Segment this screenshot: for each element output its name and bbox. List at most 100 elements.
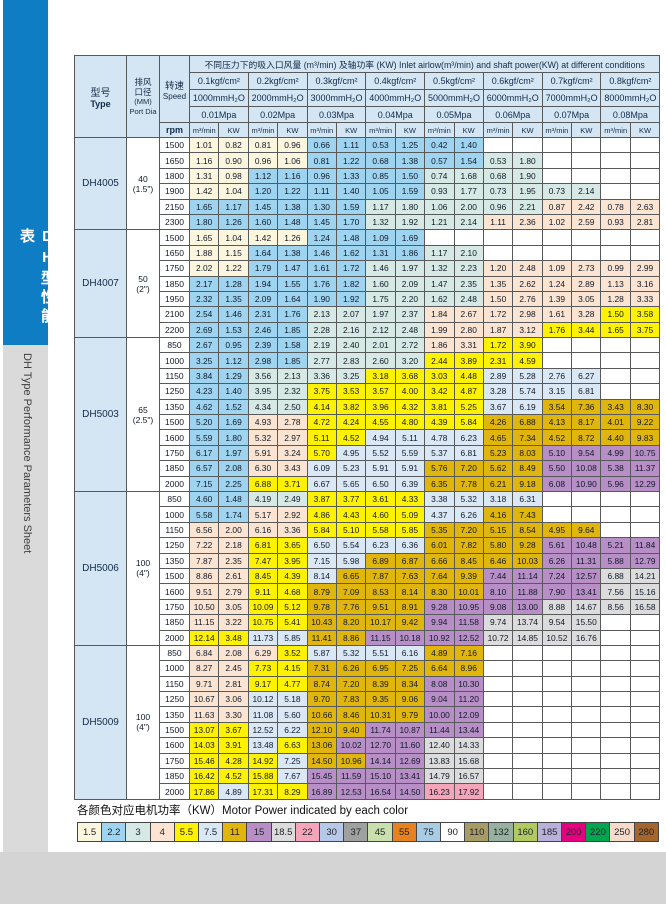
flow-value-cell: 1.50 <box>600 306 631 323</box>
power-value-cell: 1.40 <box>218 383 249 400</box>
table-row: 1250 4.23 1.40 3.95 2.32 3.75 3.53 3.57 4.00 3.42… <box>75 383 661 400</box>
pressure-header-cell: 0.3kgf/cm² <box>306 72 367 90</box>
flow-value-cell: 10.50 <box>188 598 220 616</box>
table-main-title: 不同压力下的吸入口风量 (m³/min) 及轴功率 (KW) Inlet air… <box>188 55 661 73</box>
power-value-cell <box>629 337 661 354</box>
power-value-cell <box>571 706 602 723</box>
power-value-cell <box>629 352 661 369</box>
flow-value-cell: 0.93 <box>424 183 455 200</box>
power-value-cell: 8.29 <box>277 783 308 800</box>
power-value-cell <box>629 229 661 246</box>
power-value-cell: 3.16 <box>629 275 661 292</box>
rpm-cell: 1900 <box>159 183 190 200</box>
flow-value-cell: 4.78 <box>424 429 455 446</box>
power-value-cell <box>629 521 661 539</box>
flow-value-cell <box>600 183 631 200</box>
power-value-cell: 1.85 <box>277 321 308 339</box>
table-row: 1750 10.50 3.05 10.09 5.12 9.78 7.76 9.51 8.91 9.… <box>75 598 661 616</box>
power-value-cell: 4.39 <box>277 567 308 585</box>
flow-value-cell <box>541 152 573 169</box>
flow-value-cell: 4.86 <box>306 506 337 523</box>
power-value-cell: 3.33 <box>629 290 661 308</box>
flow-value-cell: 15.88 <box>247 768 279 785</box>
table-row: 1150 3.84 1.29 3.56 2.13 3.36 3.25 3.18 3.68 3.03… <box>75 367 661 385</box>
power-value-cell: 16.57 <box>453 768 484 785</box>
power-value-cell: 7.63 <box>394 567 426 585</box>
power-value-cell: 1.33 <box>335 167 367 185</box>
flow-value-cell: 9.35 <box>365 691 396 708</box>
power-value-cell: 3.05 <box>571 290 602 308</box>
flow-value-cell: 6.67 <box>306 475 337 492</box>
flow-value-cell: 7.56 <box>600 583 631 600</box>
water-column-header-cell: 8000mmH₂O <box>600 89 661 107</box>
flow-value-cell: 1.79 <box>247 260 279 277</box>
flow-value-cell: 2.19 <box>306 337 337 354</box>
power-value-cell: 5.41 <box>277 614 308 631</box>
power-value-cell <box>629 706 661 723</box>
table-row: 1900 1.42 1.04 1.20 1.22 1.11 1.40 1.05 1.59 0.93… <box>75 183 661 200</box>
flow-value-cell <box>600 706 631 723</box>
power-value-cell <box>629 614 661 631</box>
power-unit-header: KW <box>335 122 367 138</box>
rpm-cell: 1150 <box>159 675 190 693</box>
flow-value-cell: 1.88 <box>188 244 220 262</box>
power-value-cell: 0.95 <box>218 337 249 354</box>
flow-value-cell: 1.76 <box>306 275 337 292</box>
power-value-cell: 8.30 <box>629 398 661 416</box>
table-row: 1500 13.07 3.67 12.52 6.22 12.10 9.40 11.74 10.8… <box>75 721 661 739</box>
flow-value-cell: 7.73 <box>247 660 279 677</box>
flow-value-cell: 2.01 <box>365 337 396 354</box>
power-value-cell: 7.36 <box>571 398 602 416</box>
power-value-cell: 1.11 <box>335 136 367 154</box>
power-value-cell: 8.46 <box>335 706 367 723</box>
flow-value-cell: 0.53 <box>365 136 396 154</box>
table-row: 1150 9.71 2.81 9.17 4.77 8.74 7.20 8.39 8.34 8.08… <box>75 675 661 693</box>
flow-value-cell: 0.85 <box>365 167 396 185</box>
table-row: 1850 2.17 1.28 1.94 1.55 1.76 1.82 1.60 2.09 1.47… <box>75 275 661 292</box>
flow-value-cell: 4.16 <box>482 506 514 523</box>
power-value-cell <box>629 768 661 785</box>
power-value-cell: 3.25 <box>335 367 367 385</box>
rpm-cell: 1750 <box>159 752 190 770</box>
power-value-cell: 1.38 <box>277 198 308 215</box>
port-cell: 40 (1.5") <box>126 136 160 231</box>
port-mm-value: 65 <box>138 404 148 415</box>
power-value-cell: 3.20 <box>394 352 426 369</box>
flow-value-cell: 1.30 <box>306 198 337 215</box>
power-value-cell: 1.62 <box>335 244 367 262</box>
power-value-cell: 4.89 <box>218 783 249 800</box>
flow-value-cell <box>600 367 631 385</box>
flow-value-cell <box>600 629 631 646</box>
rpm-cell: 1350 <box>159 398 190 416</box>
rpm-cell: 1000 <box>159 506 190 523</box>
table-row: 2200 2.69 1.53 2.46 1.85 2.28 2.16 2.12 2.48 1.99… <box>75 321 661 339</box>
port-inch-value: (1.5") <box>132 183 154 194</box>
flow-value-cell: 1.32 <box>424 260 455 277</box>
power-value-cell: 8.54 <box>512 521 543 539</box>
flow-value-cell: 1.42 <box>247 229 279 246</box>
power-value-cell <box>571 660 602 677</box>
flow-value-cell: 2.31 <box>482 352 514 369</box>
flow-value-cell: 1.45 <box>306 213 337 231</box>
flow-value-cell: 5.32 <box>247 429 279 446</box>
flow-value-cell: 1.35 <box>482 275 514 292</box>
type-column-header: 型号 Type <box>74 55 127 138</box>
power-value-cell: 12.69 <box>394 752 426 770</box>
power-value-cell: 2.63 <box>629 198 661 215</box>
flow-value-cell: 9.78 <box>306 598 337 616</box>
power-value-cell <box>629 490 661 508</box>
flow-value-cell: 1.46 <box>306 244 337 262</box>
flow-value-cell: 13.07 <box>188 721 220 739</box>
flow-value-cell: 12.10 <box>306 721 337 739</box>
flow-value-cell <box>482 706 514 723</box>
flow-value-cell: 0.93 <box>600 213 631 231</box>
flow-value-cell: 5.76 <box>424 460 455 477</box>
flow-value-cell: 8.08 <box>424 675 455 693</box>
port-header-line1: 排风 <box>134 76 152 87</box>
flow-value-cell: 4.39 <box>424 414 455 431</box>
flow-value-cell <box>600 614 631 631</box>
power-value-cell <box>629 737 661 754</box>
power-value-cell: 2.07 <box>335 306 367 323</box>
power-value-cell: 1.06 <box>277 152 308 169</box>
power-value-cell: 3.06 <box>218 691 249 708</box>
